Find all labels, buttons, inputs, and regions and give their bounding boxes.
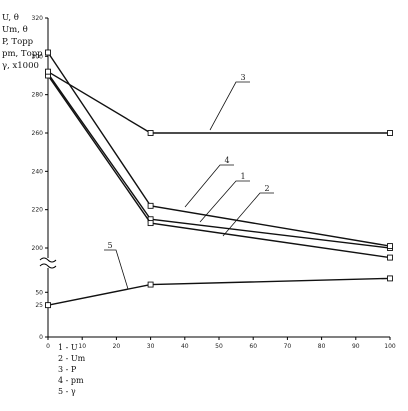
callout-label-5: 5 [107,241,112,250]
series-3-line [47,71,390,134]
legend-item: 2 - Um [58,354,86,363]
callout-label-4: 4 [224,156,229,165]
series-3-point [387,130,393,136]
x-tick-label: 50 [215,343,223,350]
x-tick-label: 80 [318,343,326,350]
series-5-line [47,277,391,306]
series-4-point [147,202,154,209]
y-axis-label-line: U, θ [2,13,19,23]
callout-label-3: 3 [240,73,245,82]
series-4-point [387,243,393,250]
x-tick-label: 100 [384,343,396,350]
y-tick-label: 240 [32,168,44,175]
y-tick-label: 320 [32,15,44,22]
x-tick-label: 40 [181,343,189,350]
series [45,49,393,309]
y-tick-label: 0 [39,334,43,341]
legend-item: 5 - γ [58,387,76,396]
x-tick-label: 10 [78,343,86,350]
x-tick-label: 60 [249,343,257,350]
y-axis-label-line: γ, x1000 [2,61,39,71]
legend: 1 - U 2 - Um 3 - P 4 - pm 5 - γ [58,343,86,396]
callout-leader-5 [104,249,129,290]
y-tick-label: 200 [32,245,44,252]
series-2-point [387,254,393,261]
y-tick-label: 50 [35,289,43,296]
series-3-point [45,68,51,75]
axis-break-mark [39,263,57,269]
callout-leader-1 [199,180,250,223]
legend-item: 1 - U [58,343,78,352]
callout-label-2: 2 [264,184,269,193]
y-axis-label-line: P, Торр [2,37,34,47]
x-tick-label: 30 [147,343,155,350]
legend-item: 4 - pm [58,376,84,385]
series-4-point [45,49,51,56]
y-tick-label: 25 [35,302,43,309]
x-tick-label: 90 [352,343,360,350]
y-tick-label: 300 [32,53,44,60]
series-1-line [47,73,391,249]
callout-leader-4 [184,164,234,208]
callout-label-1: 1 [240,172,245,181]
callouts: 1 2 3 4 5 [104,73,274,290]
series-5-point [45,302,51,309]
axes [39,18,390,338]
x-tick-label: 0 [46,343,50,350]
y-tick-label: 220 [32,207,44,214]
callout-leader-2 [222,192,274,237]
y-axis-label-line: Um, θ [2,25,28,35]
x-tick-label: 70 [284,343,292,350]
legend-item: 3 - P [58,365,77,374]
series-5-point [387,275,393,282]
x-tick-label: 20 [113,343,121,350]
callout-leader-3 [209,81,250,131]
y-axis-label: U, θ Um, θ P, Торр pm, Торр γ, x1000 [2,13,43,71]
axis-break-mark [39,257,57,263]
y-axis-label-line: pm, Торр [2,49,43,59]
series-5-point [147,281,154,288]
y-tick-label: 260 [32,130,44,137]
series-2-point [147,220,154,227]
series-3-point [147,130,154,136]
y-tick-label: 280 [32,92,44,99]
